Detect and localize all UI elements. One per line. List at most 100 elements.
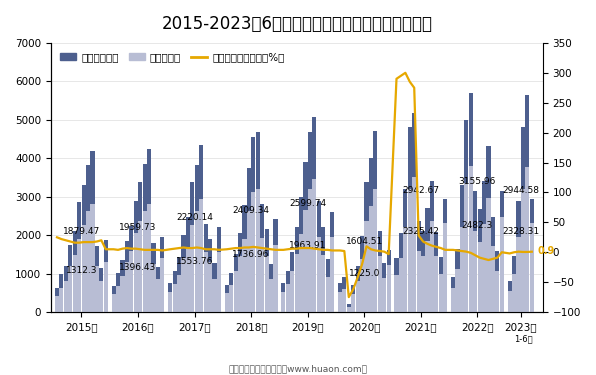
- Bar: [265, 230, 269, 312]
- Bar: [316, 237, 321, 312]
- Bar: [294, 254, 299, 312]
- Bar: [500, 217, 504, 312]
- Bar: [421, 231, 425, 312]
- Bar: [256, 189, 260, 312]
- Bar: [430, 182, 434, 312]
- Bar: [508, 281, 512, 312]
- Bar: [60, 274, 64, 312]
- Bar: [134, 201, 138, 312]
- Bar: [426, 240, 430, 312]
- Bar: [439, 274, 443, 312]
- Text: 1604.51: 1604.51: [346, 237, 383, 246]
- Bar: [208, 262, 212, 312]
- Bar: [269, 279, 273, 312]
- Bar: [382, 263, 386, 312]
- Bar: [64, 266, 68, 312]
- Bar: [321, 255, 325, 312]
- Bar: [120, 276, 125, 312]
- Bar: [408, 189, 412, 312]
- Bar: [269, 264, 273, 312]
- Bar: [199, 145, 203, 312]
- Bar: [417, 220, 421, 312]
- Bar: [238, 233, 242, 312]
- Bar: [199, 200, 203, 312]
- Bar: [195, 211, 199, 312]
- Bar: [129, 251, 134, 312]
- Bar: [439, 258, 443, 312]
- Bar: [395, 258, 399, 312]
- Text: 1-6月: 1-6月: [514, 334, 533, 344]
- Bar: [172, 284, 176, 312]
- Bar: [55, 288, 59, 312]
- Bar: [517, 237, 520, 312]
- Bar: [369, 158, 373, 312]
- Bar: [330, 237, 334, 312]
- Bar: [403, 189, 408, 312]
- Bar: [77, 239, 81, 312]
- Bar: [508, 291, 512, 312]
- Bar: [55, 296, 59, 312]
- Bar: [177, 258, 181, 312]
- Bar: [138, 182, 142, 312]
- Bar: [225, 285, 229, 312]
- Bar: [477, 243, 482, 312]
- Bar: [338, 283, 342, 312]
- Bar: [177, 275, 181, 312]
- Bar: [387, 265, 391, 312]
- Bar: [100, 268, 103, 312]
- Bar: [120, 260, 125, 312]
- Bar: [195, 165, 199, 312]
- Bar: [95, 246, 99, 312]
- Bar: [491, 246, 495, 312]
- Text: 2944.58: 2944.58: [502, 186, 539, 195]
- Bar: [82, 225, 86, 312]
- Bar: [299, 234, 303, 312]
- Bar: [530, 222, 534, 312]
- Bar: [142, 211, 147, 312]
- Bar: [285, 272, 290, 312]
- Bar: [360, 259, 364, 312]
- Bar: [303, 210, 308, 312]
- Bar: [68, 245, 72, 312]
- Bar: [316, 201, 321, 312]
- Legend: 房地产投资额, 住宅投资额, 房地产投资额增速（%）: 房地产投资额, 住宅投资额, 房地产投资额增速（%）: [56, 48, 289, 66]
- Bar: [77, 202, 81, 312]
- Bar: [473, 191, 477, 312]
- Bar: [360, 236, 364, 312]
- Bar: [312, 179, 316, 312]
- Bar: [181, 258, 185, 312]
- Bar: [160, 237, 164, 312]
- Text: 1963.91: 1963.91: [289, 241, 327, 250]
- Bar: [290, 252, 294, 312]
- Bar: [525, 95, 529, 312]
- Bar: [308, 132, 312, 312]
- Bar: [116, 285, 120, 312]
- Bar: [91, 151, 95, 312]
- Bar: [512, 274, 516, 312]
- Bar: [186, 217, 190, 312]
- Bar: [464, 183, 468, 312]
- Bar: [274, 219, 278, 312]
- Bar: [468, 166, 473, 312]
- Bar: [500, 191, 504, 312]
- Bar: [330, 212, 334, 312]
- Bar: [86, 211, 90, 312]
- Bar: [403, 228, 408, 312]
- Bar: [395, 275, 399, 312]
- Bar: [451, 278, 455, 312]
- Bar: [234, 254, 238, 312]
- Bar: [486, 198, 491, 312]
- Bar: [172, 272, 176, 312]
- Bar: [73, 255, 77, 312]
- Bar: [321, 228, 325, 312]
- Bar: [100, 280, 103, 312]
- Bar: [325, 259, 330, 312]
- Bar: [217, 227, 221, 312]
- Bar: [434, 232, 439, 312]
- Bar: [373, 189, 377, 312]
- Bar: [412, 113, 416, 312]
- Bar: [243, 239, 247, 312]
- Bar: [91, 204, 95, 312]
- Text: 0.9: 0.9: [538, 246, 555, 255]
- Bar: [347, 307, 351, 312]
